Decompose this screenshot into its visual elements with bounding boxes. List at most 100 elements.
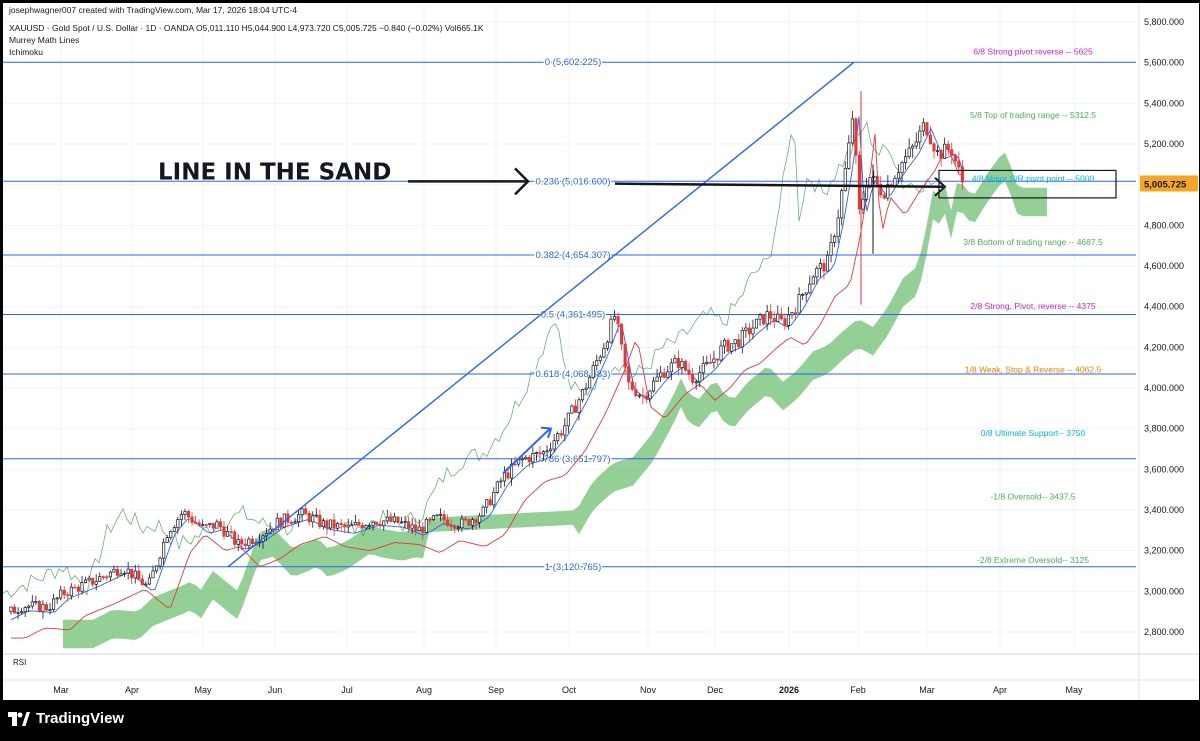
candle-body <box>896 172 901 179</box>
candle-body <box>580 389 585 401</box>
candle-body <box>634 389 638 397</box>
tradingview-logo[interactable]: TradingView <box>8 710 124 727</box>
candle-body <box>34 601 38 603</box>
candle-body <box>541 451 546 455</box>
candle-body <box>644 395 649 399</box>
candle-body <box>226 531 230 537</box>
price-tick-label: 4,000.000 <box>1144 383 1184 393</box>
candle-body <box>563 425 567 436</box>
candle-body <box>623 343 627 367</box>
candle-body <box>222 526 226 537</box>
candle-body <box>549 448 553 452</box>
candle-body <box>932 143 936 152</box>
symbol-info[interactable]: XAUUSD · Gold Spot / U.S. Dollar · 1D · … <box>9 23 484 33</box>
time-tick-label: Nov <box>640 685 657 695</box>
chart-panel[interactable]: 0 (5,602.225) 0.236 (5,016.600) 0.382 (4,6… <box>3 3 1199 700</box>
candle-body <box>186 511 191 518</box>
candle-body <box>13 606 17 614</box>
candle-body <box>165 537 169 543</box>
candle-body <box>694 381 698 384</box>
line-in-sand-label[interactable]: LINE IN THE SAND <box>158 159 391 185</box>
candle-body <box>83 579 88 584</box>
price-chart[interactable]: 0 (5,602.225) 0.236 (5,016.600) 0.382 (4,6… <box>3 3 1199 700</box>
tradingview-logo-icon <box>8 711 30 726</box>
candle-body <box>9 606 13 613</box>
candle-body <box>428 518 432 521</box>
candle-body <box>307 513 311 523</box>
candle-body <box>790 312 794 316</box>
candle-body <box>804 292 808 295</box>
candle-body <box>598 356 602 362</box>
candle-body <box>797 294 801 314</box>
candle-body <box>48 609 52 611</box>
candle-body <box>833 236 837 243</box>
candle-body <box>513 463 517 466</box>
candle-body <box>808 283 812 294</box>
candle-body <box>147 577 152 585</box>
candle-body <box>332 519 336 529</box>
candle-body <box>297 514 301 523</box>
price-tick-label: 4,400.000 <box>1144 302 1184 312</box>
price-tick-label: 3,600.000 <box>1144 464 1184 474</box>
candle-body <box>793 312 798 315</box>
price-tick-label: 5,200.000 <box>1144 139 1184 149</box>
candle-body <box>133 570 137 579</box>
candle-body <box>861 198 865 210</box>
candle-body <box>620 323 624 345</box>
candle-body <box>886 184 890 199</box>
candle-body <box>765 311 769 325</box>
candle-body <box>715 358 720 361</box>
fibonacci-retracement: 0 (5,602.225) 0.236 (5,016.600) 0.382 (4,6… <box>3 56 1136 574</box>
indicator-ichimoku-label[interactable]: Ichimoku <box>9 47 44 57</box>
candle-body <box>801 293 805 296</box>
candle-body <box>364 525 368 529</box>
candle-body <box>893 177 897 186</box>
candle-body <box>123 572 127 575</box>
murrey-label: 0/8 Ultimate Support-- 3750 <box>981 428 1086 438</box>
time-tick-label: Mar <box>919 685 935 695</box>
brand-name: TradingView <box>36 710 125 727</box>
candle-body <box>705 362 709 364</box>
candle-body <box>392 516 396 522</box>
candle-body <box>943 143 947 159</box>
candle-body <box>424 518 428 533</box>
chikou-span <box>3 121 936 598</box>
candle-body <box>463 518 467 521</box>
candle-body <box>776 313 780 322</box>
candle-body <box>531 453 535 463</box>
time-tick-label: Dec <box>707 685 724 695</box>
candle-body <box>957 160 961 168</box>
candle-body <box>754 318 759 329</box>
candle-body <box>403 521 407 523</box>
tenkan-sen <box>10 116 964 621</box>
candle-body <box>769 311 773 319</box>
price-tick-label: 3,400.000 <box>1144 505 1184 515</box>
price-tick-label: 3,000.000 <box>1144 586 1184 596</box>
price-axis-bg <box>1139 3 1199 700</box>
drawings: LINE IN THE SAND <box>158 61 1117 568</box>
ichimoku-cloud <box>63 152 1047 649</box>
murrey-label: 4/8 Major S/R pivot point -- 5000 <box>972 174 1095 184</box>
candle-body <box>439 514 443 516</box>
candle-body <box>680 361 684 368</box>
time-tick-label: May <box>1065 685 1083 695</box>
candle-body <box>595 360 599 366</box>
candle-body <box>240 539 244 545</box>
indicator-murrey-label[interactable]: Murrey Math Lines <box>9 35 80 45</box>
candle-body <box>467 519 471 526</box>
candle-body <box>318 514 322 527</box>
candle-body <box>666 371 670 378</box>
candle-body <box>712 358 716 363</box>
rsi-pane-label[interactable]: RSI <box>13 658 27 667</box>
candle-body <box>87 577 91 581</box>
candle-body <box>818 263 822 269</box>
candle-body <box>882 194 886 199</box>
candle-body <box>183 511 187 515</box>
candle-body <box>641 394 645 397</box>
fib-label-0.382: 0.382 (4,654.307) <box>535 250 610 261</box>
candle-body <box>492 492 496 506</box>
kumo-cloud <box>63 152 1047 649</box>
candle-body <box>350 524 354 527</box>
candle-body <box>446 519 450 526</box>
